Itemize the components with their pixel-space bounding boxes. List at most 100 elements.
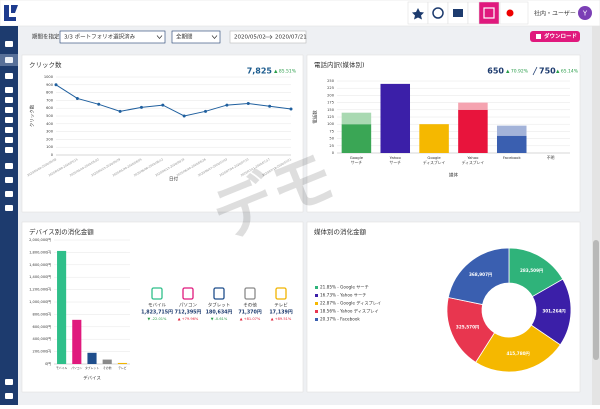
device-name: タブレット bbox=[208, 302, 231, 309]
sidebar-icon[interactable] bbox=[5, 57, 13, 63]
kpi-separator bbox=[532, 66, 538, 76]
slice-label: 325,570円 bbox=[456, 324, 479, 331]
x-tick-label: Google bbox=[427, 155, 441, 160]
legend-swatch bbox=[315, 318, 318, 321]
sidebar-icon[interactable] bbox=[5, 87, 13, 93]
bar-segment bbox=[458, 102, 488, 110]
device-icon bbox=[182, 287, 194, 300]
scope-select-text: 全期間 bbox=[176, 33, 193, 41]
y-tick-label: 1,200,000円 bbox=[29, 288, 51, 292]
portfolio-select[interactable] bbox=[59, 30, 166, 44]
avatar[interactable] bbox=[578, 6, 592, 20]
legend-label: 20.37% - Facebook bbox=[320, 317, 360, 322]
kpi: 650 bbox=[487, 67, 504, 76]
sidebar-icon[interactable] bbox=[5, 163, 13, 169]
sidebar-icon[interactable] bbox=[5, 191, 13, 197]
history-button[interactable] bbox=[427, 1, 449, 25]
chevron bbox=[211, 35, 218, 40]
sidebar-icon[interactable] bbox=[5, 97, 13, 103]
kpi-change: ▲ 85.51% bbox=[274, 69, 297, 75]
sidebar-icon[interactable] bbox=[5, 177, 13, 183]
legend-swatch bbox=[315, 286, 318, 289]
legend-swatch bbox=[315, 302, 318, 305]
sidebar-icon[interactable] bbox=[5, 117, 13, 123]
point bbox=[225, 103, 229, 107]
kpi: 7,825 bbox=[247, 67, 273, 76]
y-tick-label: 600,000円 bbox=[33, 325, 52, 329]
y-tick-label: 600 bbox=[46, 106, 54, 110]
active-button[interactable] bbox=[478, 1, 500, 25]
y-tick-label: 0円 bbox=[45, 362, 51, 366]
sidebar-icon[interactable] bbox=[5, 73, 13, 79]
scroll-thumb[interactable] bbox=[593, 240, 599, 360]
device-value: 712,395円 bbox=[175, 309, 202, 316]
point bbox=[161, 103, 165, 107]
x-axis-label: 媒体 bbox=[449, 172, 458, 179]
bar-segment bbox=[419, 124, 449, 153]
kpi-change: ▲ 70.92% bbox=[506, 69, 529, 75]
bar-segment bbox=[380, 83, 411, 153]
y-tick-label: 1,000,000円 bbox=[29, 300, 51, 304]
device-change: ▼ -22.01% bbox=[148, 317, 167, 321]
logo[interactable] bbox=[4, 5, 18, 21]
x-tick-label: サーチ bbox=[390, 160, 402, 165]
panel bbox=[21, 54, 304, 213]
legend-label: 16.73% - Yahoo サーチ bbox=[320, 293, 366, 299]
sidebar-icon[interactable] bbox=[5, 107, 13, 113]
portfolio-select-text: 3/3 ポートフォリオ選択済み bbox=[64, 33, 136, 41]
sidebar-icon[interactable] bbox=[5, 393, 13, 399]
language-button[interactable] bbox=[499, 1, 529, 25]
chevron bbox=[156, 35, 163, 40]
sidebar-icon[interactable] bbox=[5, 127, 13, 133]
legend-label: 21.85% - Google サーチ bbox=[320, 285, 369, 291]
bar bbox=[87, 352, 97, 364]
date-to: 2020/07/21 bbox=[275, 35, 307, 41]
point bbox=[75, 96, 79, 100]
y-tick-label: 800,000円 bbox=[33, 312, 52, 316]
panel-title: デバイス別の消化金額 bbox=[29, 227, 94, 236]
sidebar-icon[interactable] bbox=[5, 147, 13, 153]
download-button[interactable] bbox=[530, 31, 580, 42]
y-tick-label: 200,000円 bbox=[33, 350, 52, 354]
y-tick-label: 25 bbox=[329, 144, 334, 148]
y-tick-label: 500 bbox=[46, 114, 54, 118]
y-tick-label: 200 bbox=[327, 93, 335, 97]
user-name[interactable]: 社内・ユーザー bbox=[534, 10, 576, 18]
y-tick-label: 1000 bbox=[44, 75, 54, 79]
sidebar-icon[interactable] bbox=[5, 205, 13, 211]
device-name: パソコン bbox=[179, 303, 197, 309]
y-tick-label: 75 bbox=[329, 129, 334, 133]
bar bbox=[57, 250, 67, 364]
device-value: 17,139円 bbox=[269, 309, 293, 316]
device-change: ▲ +81.07% bbox=[240, 317, 261, 321]
sidebar-icon[interactable] bbox=[5, 379, 13, 385]
x-tick-label: Yahoo bbox=[467, 155, 479, 160]
x-axis-label: 日付 bbox=[169, 176, 178, 183]
bar-segment bbox=[496, 125, 527, 136]
device-name: モバイル bbox=[148, 303, 166, 309]
y-tick-label: 400,000円 bbox=[33, 337, 52, 341]
donut-slice bbox=[475, 324, 561, 373]
x-tick-label: その他 bbox=[103, 366, 112, 370]
sidebar-icon[interactable] bbox=[5, 41, 13, 47]
y-tick-label: 100 bbox=[327, 122, 335, 126]
download-label: ダウンロード bbox=[544, 32, 577, 40]
x-tick-label: Google bbox=[350, 155, 364, 160]
y-tick-label: 250 bbox=[327, 79, 335, 83]
y-tick-label: 1,800,000円 bbox=[29, 250, 51, 254]
y-tick-label: 800 bbox=[46, 91, 54, 95]
scope-select[interactable] bbox=[171, 30, 221, 44]
y-tick-label: 0 bbox=[332, 151, 335, 155]
point bbox=[204, 109, 208, 113]
point bbox=[268, 104, 272, 108]
device-name: その他 bbox=[243, 302, 257, 309]
y-tick-label: 225 bbox=[327, 86, 334, 90]
y-tick-label: 100 bbox=[46, 145, 54, 149]
device-change: ▲ +89.51% bbox=[271, 317, 292, 321]
legend-label: 18.56% - Yahoo ディスプレイ bbox=[320, 308, 379, 315]
star-icon bbox=[412, 8, 424, 20]
sidebar-icon[interactable] bbox=[5, 137, 13, 143]
x-tick-label: テレビ bbox=[118, 366, 127, 370]
x-tick-label: タブレット bbox=[85, 366, 99, 370]
y-axis-label: クリック数 bbox=[29, 104, 36, 127]
